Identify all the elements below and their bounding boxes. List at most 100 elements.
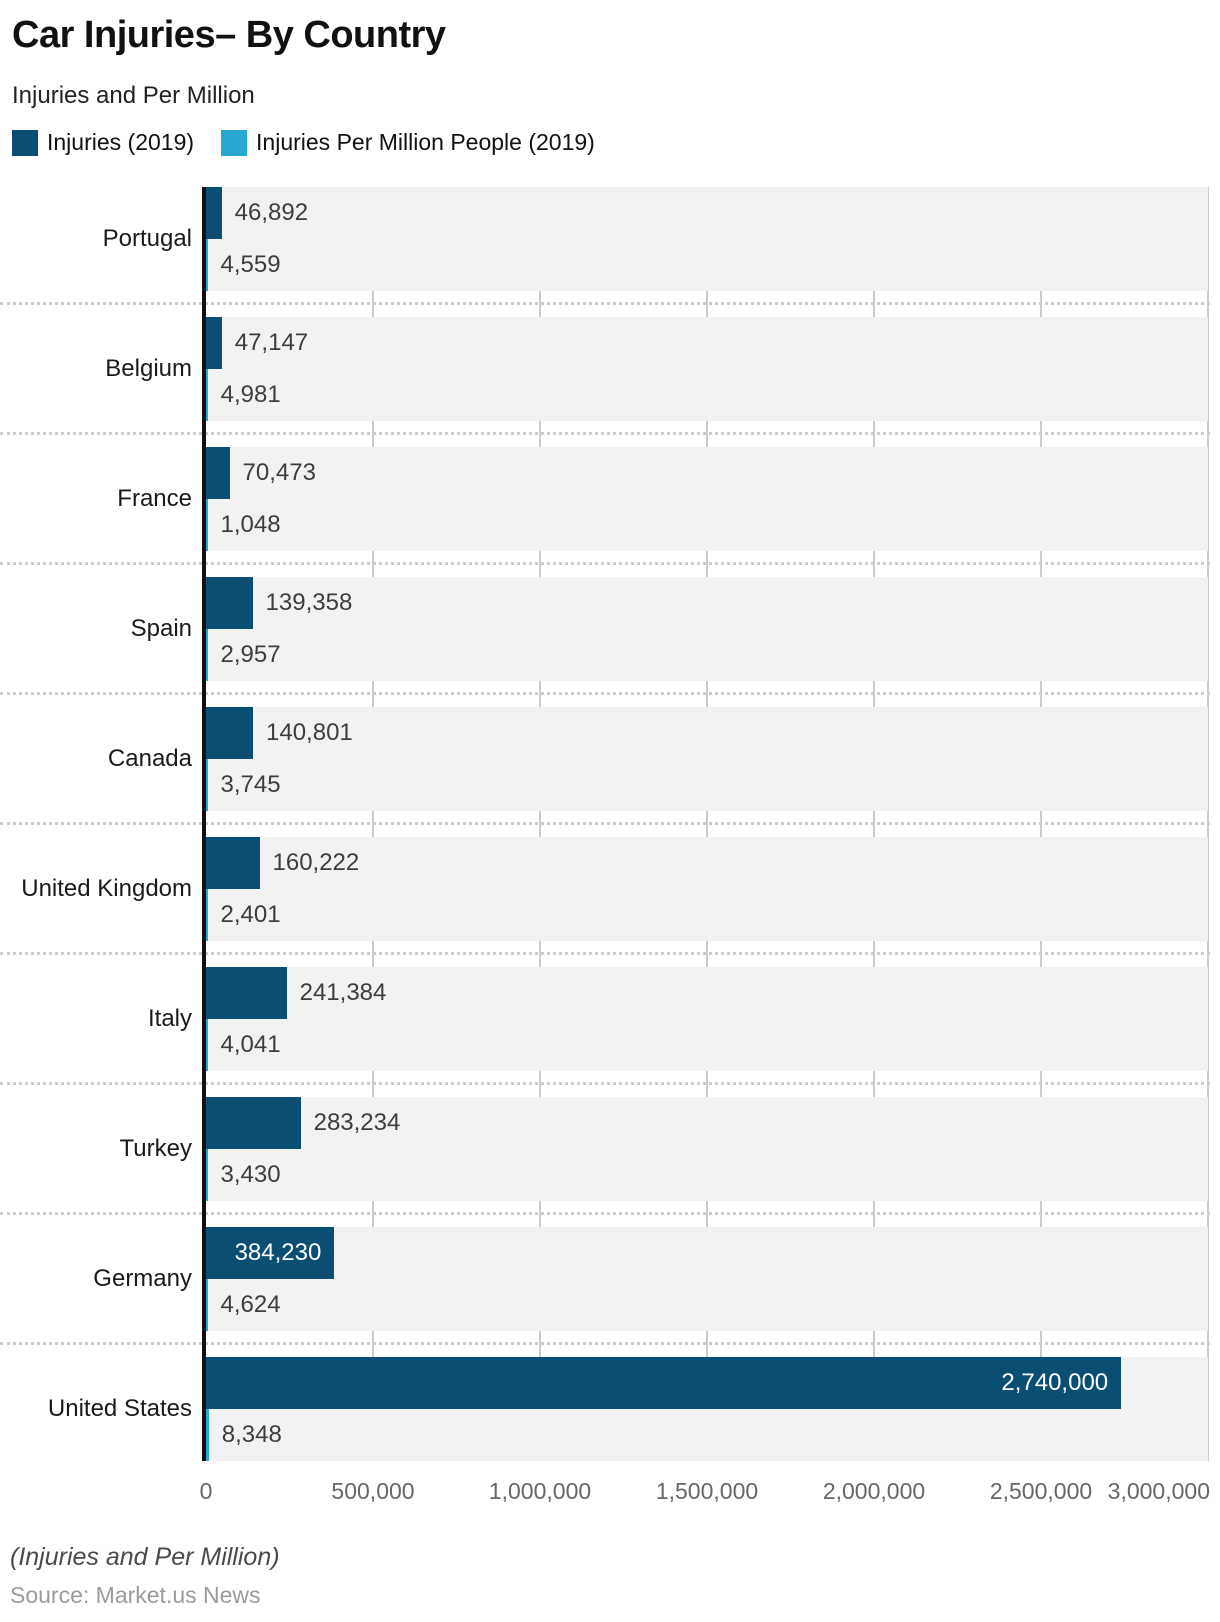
injuries-value-label: 384,230 bbox=[234, 1239, 322, 1266]
category-label: Turkey bbox=[119, 1135, 192, 1162]
legend-label: Injuries Per Million People (2019) bbox=[256, 129, 595, 155]
category-label: Italy bbox=[147, 1005, 192, 1032]
bar-group: Italy 241,384 4,041 bbox=[0, 967, 1220, 1097]
per-million-swatch-icon bbox=[221, 129, 248, 156]
category-label: Belgium bbox=[105, 355, 192, 382]
bar-group: Canada 140,801 3,745 bbox=[0, 707, 1220, 837]
per-million-value-label: 8,348 bbox=[221, 1421, 282, 1448]
injuries-bar bbox=[206, 1227, 335, 1279]
category-label: Germany bbox=[93, 1265, 192, 1292]
injuries-value-label: 139,358 bbox=[265, 589, 353, 616]
per-million-value-label: 3,430 bbox=[220, 1161, 281, 1188]
per-million-value-label: 2,401 bbox=[220, 901, 281, 928]
row-background-band bbox=[206, 1097, 1208, 1201]
bar-group: Turkey 283,234 3,430 bbox=[0, 1097, 1220, 1227]
legend-label: Injuries (2019) bbox=[47, 129, 195, 155]
x-axis-tick: 0 bbox=[199, 1478, 213, 1504]
x-axis-tick: 500,000 bbox=[331, 1478, 415, 1504]
injuries-swatch-icon bbox=[12, 129, 38, 156]
row-background-band bbox=[206, 447, 1208, 551]
injuries-value-label: 70,473 bbox=[242, 459, 316, 486]
bar-group: Spain 139,358 2,957 bbox=[0, 577, 1220, 707]
per-million-value-label: 4,624 bbox=[220, 1291, 281, 1318]
source-credit: Source: Market.us News bbox=[10, 1582, 261, 1608]
legend-item: Injuries Per Million People (2019) bbox=[221, 129, 595, 156]
per-million-value-label: 4,559 bbox=[220, 251, 281, 278]
injuries-value-label: 46,892 bbox=[234, 199, 309, 226]
bar-group: United Kingdom 160,222 2,401 bbox=[0, 837, 1220, 967]
row-separator bbox=[0, 692, 1210, 695]
chart-subtitle: Injuries and Per Million bbox=[12, 82, 255, 109]
per-million-bar bbox=[206, 759, 208, 811]
bar-group: Belgium 47,147 4,981 bbox=[0, 317, 1220, 447]
category-label: United Kingdom bbox=[21, 875, 192, 902]
injuries-bar bbox=[206, 967, 287, 1019]
per-million-bar bbox=[206, 1019, 208, 1071]
injuries-bar bbox=[206, 577, 253, 629]
x-axis-tick: 1,500,000 bbox=[655, 1478, 759, 1504]
injuries-bar bbox=[206, 837, 260, 889]
category-label: United States bbox=[47, 1395, 192, 1422]
injuries-bar bbox=[206, 1357, 1122, 1409]
category-label: France bbox=[117, 485, 192, 512]
row-background-band bbox=[206, 967, 1208, 1071]
injuries-bar bbox=[206, 317, 222, 369]
row-background-band bbox=[206, 707, 1208, 811]
x-axis: 0 500,000 1,000,000 1,500,000 2,000,000 2,500… bbox=[0, 1478, 1220, 1510]
row-background-band bbox=[206, 317, 1208, 421]
injuries-bar bbox=[206, 1097, 301, 1149]
row-background-band bbox=[206, 837, 1208, 941]
row-background-band bbox=[206, 577, 1208, 681]
injuries-value-label: 140,801 bbox=[266, 719, 353, 746]
row-separator bbox=[0, 562, 1210, 565]
category-label: Portugal bbox=[102, 225, 192, 252]
bar-group: Portugal 46,892 4,559 bbox=[0, 187, 1220, 317]
per-million-bar bbox=[206, 629, 208, 681]
row-separator bbox=[0, 822, 1210, 825]
category-label: Canada bbox=[107, 745, 192, 772]
per-million-bar bbox=[206, 499, 208, 551]
injuries-value-label: 241,384 bbox=[299, 979, 387, 1006]
row-background-band bbox=[206, 1227, 1208, 1331]
bar-chart-plot-area: Portugal 46,892 4,559 Belgium 47,147 4,981 Fra… bbox=[0, 187, 1220, 1461]
injuries-value-label: 160,222 bbox=[272, 849, 360, 876]
x-axis-tick: 1,000,000 bbox=[488, 1478, 592, 1504]
x-axis-tick: 3,000,000 bbox=[1107, 1478, 1210, 1504]
legend: Injuries (2019) Injuries Per Million Peop… bbox=[12, 129, 622, 156]
injuries-bar bbox=[206, 707, 254, 759]
per-million-value-label: 3,745 bbox=[220, 771, 281, 798]
bar-group: France 70,473 1,048 bbox=[0, 447, 1220, 577]
row-separator bbox=[0, 432, 1210, 435]
row-background-band bbox=[206, 187, 1208, 291]
injuries-value-label: 283,234 bbox=[313, 1109, 401, 1136]
bar-group: United States 2,740,000 8,348 bbox=[0, 1357, 1220, 1487]
injuries-value-label: 47,147 bbox=[234, 329, 309, 356]
row-separator bbox=[0, 952, 1210, 955]
per-million-value-label: 1,048 bbox=[220, 511, 281, 538]
legend-item: Injuries (2019) bbox=[12, 129, 194, 156]
injuries-value-label: 2,740,000 bbox=[1001, 1369, 1109, 1396]
chart-footnote: (Injuries and Per Million) bbox=[10, 1543, 280, 1571]
row-separator bbox=[0, 1342, 1210, 1345]
x-axis-tick: 2,500,000 bbox=[989, 1478, 1093, 1504]
per-million-value-label: 4,041 bbox=[220, 1031, 281, 1058]
injuries-bar bbox=[206, 447, 230, 499]
per-million-bar bbox=[206, 239, 208, 291]
x-axis-tick: 2,000,000 bbox=[822, 1478, 926, 1504]
per-million-value-label: 4,981 bbox=[220, 381, 281, 408]
row-separator bbox=[0, 1212, 1210, 1215]
per-million-bar bbox=[206, 1409, 209, 1461]
injuries-bar bbox=[206, 187, 222, 239]
per-million-bar bbox=[206, 889, 208, 941]
chart-title: Car Injuries– By Country bbox=[12, 14, 446, 56]
y-axis-line bbox=[202, 187, 206, 1461]
per-million-bar bbox=[206, 1279, 208, 1331]
per-million-value-label: 2,957 bbox=[220, 641, 281, 668]
row-separator bbox=[0, 302, 1210, 305]
per-million-bar bbox=[206, 1149, 208, 1201]
per-million-bar bbox=[206, 369, 208, 421]
bar-group: Germany 384,230 4,624 bbox=[0, 1227, 1220, 1357]
row-separator bbox=[0, 1082, 1210, 1085]
category-label: Spain bbox=[130, 615, 192, 642]
